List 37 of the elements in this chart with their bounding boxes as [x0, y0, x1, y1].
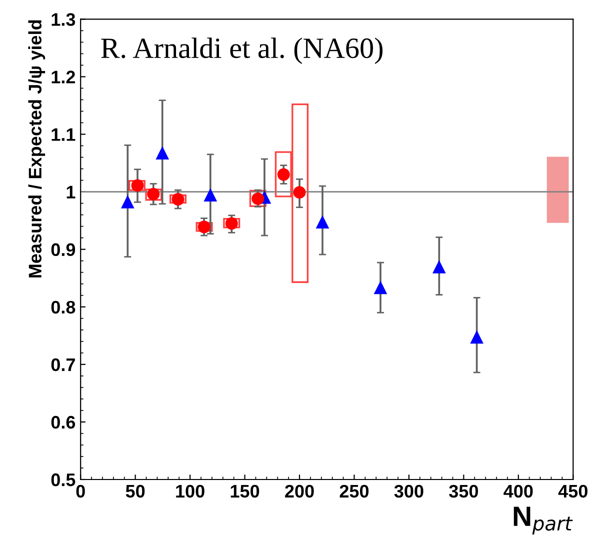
y-tick-label: 0.6 [51, 416, 76, 429]
x-axis-title: N$_{part}$ [514, 506, 573, 534]
point [156, 147, 169, 160]
y-tick-label: 1.2 [52, 70, 76, 84]
x-tick-label: 350 [449, 484, 478, 498]
y-tick-label: 0.9 [51, 243, 76, 256]
bar [223, 218, 240, 228]
y-axis-title: Measured / Expected J/ψ yield [28, 20, 46, 278]
x-tick-label: 250 [340, 484, 369, 498]
y-tick-label: 0.8 [51, 300, 76, 314]
point [198, 220, 210, 234]
x-tick-label: 300 [394, 484, 424, 498]
point [147, 188, 160, 200]
point [225, 217, 238, 230]
x-tick-label: 450 [558, 484, 588, 498]
point [432, 260, 446, 274]
x-tick-label: 50 [126, 484, 145, 498]
y-tick-label: 1.1 [52, 128, 76, 141]
x-tick-label: 200 [285, 484, 314, 498]
point [374, 282, 387, 294]
point [131, 179, 144, 192]
x-tick-label: 100 [176, 484, 204, 498]
y-tick-label: 0.7 [51, 358, 75, 372]
point [316, 216, 329, 229]
x-tick-label: 150 [230, 484, 260, 498]
bar [196, 222, 213, 232]
y-tick-label: 1 [66, 186, 76, 198]
x-tick-label: 0 [76, 484, 85, 498]
y-tick-label: 1.3 [52, 13, 76, 26]
point [470, 331, 484, 344]
y-tick-label: 0.5 [51, 473, 76, 486]
bar [546, 156, 569, 223]
point [121, 196, 134, 208]
annotation: R. Arnaldi et al. (NA60) [101, 38, 383, 64]
point [293, 186, 306, 199]
x-tick-label: 400 [504, 484, 533, 498]
point [204, 189, 217, 202]
